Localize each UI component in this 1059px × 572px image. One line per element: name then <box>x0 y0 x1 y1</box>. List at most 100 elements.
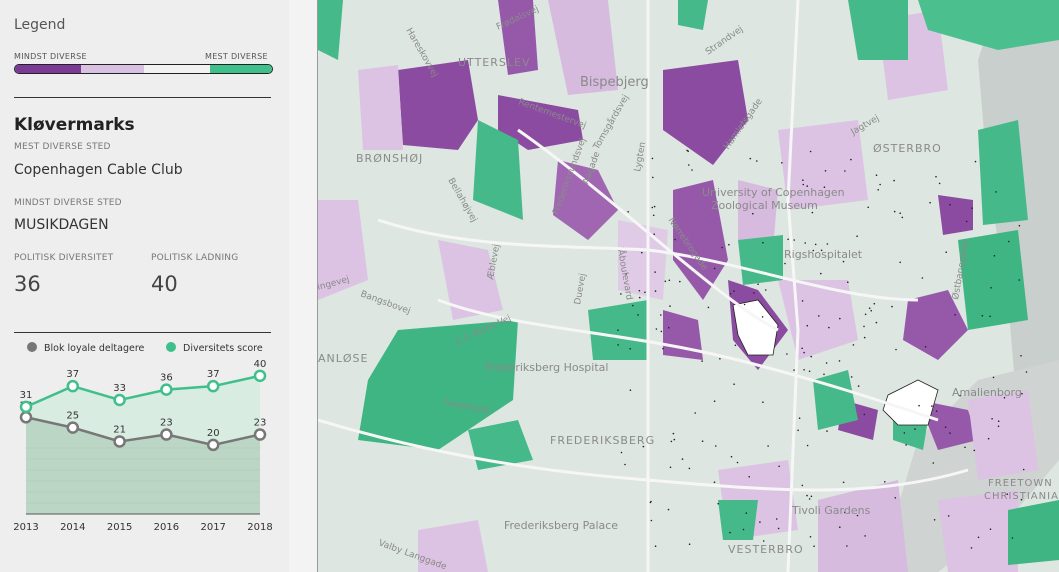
activity-dot <box>743 303 746 306</box>
zone-most-diverse[interactable] <box>848 0 908 60</box>
activity-dot <box>733 290 735 292</box>
zone-most-diverse[interactable] <box>358 320 518 450</box>
activity-dot <box>748 476 750 478</box>
zone-most-diverse[interactable] <box>1008 500 1059 565</box>
activity-dot <box>868 307 871 310</box>
activity-dot <box>964 446 966 449</box>
zone-low-diversity[interactable] <box>548 0 618 95</box>
zone-low-diversity[interactable] <box>778 120 868 210</box>
activity-dot <box>863 336 866 339</box>
most-diverse-value: Copenhagen Cable Club <box>14 162 183 178</box>
activity-dot <box>949 203 951 206</box>
activity-dot <box>653 205 656 208</box>
activity-dot <box>668 279 671 282</box>
activity-dot <box>654 271 656 273</box>
selected-zone[interactable] <box>732 299 779 356</box>
zone-low-diversity[interactable] <box>968 390 1038 480</box>
zone-most-diverse[interactable] <box>718 500 758 540</box>
x-tick-label: 2016 <box>154 522 179 533</box>
divider <box>14 332 271 333</box>
political-diversity-label: POLITISK DIVERSITET <box>14 253 114 263</box>
legend-marker-diversity <box>166 342 176 352</box>
zone-least-diverse[interactable] <box>903 290 968 360</box>
activity-dot <box>694 412 696 414</box>
diversity-map[interactable]: UTTERSLEV Bispebjerg BRØNSHØJ ØSTERBRO U… <box>318 0 1059 572</box>
legend-title: Legend <box>14 17 66 33</box>
activity-dot <box>850 158 852 161</box>
loyal-area <box>26 417 260 514</box>
activity-dot <box>701 440 704 443</box>
zone-most-diverse[interactable] <box>738 235 783 285</box>
zone-low-diversity[interactable] <box>358 65 403 150</box>
least-diverse-value: MUSIKDAGEN <box>14 217 109 233</box>
political-charge-value: 40 <box>151 272 178 296</box>
legend-label-loyal: Blok loyale deltagere <box>44 343 145 354</box>
activity-dot <box>664 280 667 283</box>
zone-most-diverse[interactable] <box>978 120 1028 225</box>
zone-low-diversity[interactable] <box>438 240 503 320</box>
zone-low-diversity[interactable] <box>818 480 908 572</box>
activity-dot <box>786 353 788 355</box>
activity-dot <box>797 429 799 432</box>
zone-low-diversity[interactable] <box>318 200 368 300</box>
activity-dot <box>719 358 721 360</box>
activity-dot <box>753 292 755 294</box>
activity-dot <box>933 519 936 521</box>
least-diverse-label: MINDST DIVERSE STED <box>14 198 122 208</box>
activity-dot <box>762 540 765 542</box>
selected-zone[interactable] <box>882 379 939 426</box>
zone-most-diverse[interactable] <box>318 0 343 60</box>
zone-low-diversity[interactable] <box>738 180 778 250</box>
zone-least-diverse[interactable] <box>498 0 538 75</box>
zone-least-diverse[interactable] <box>663 310 703 360</box>
activity-dot <box>995 191 997 193</box>
map-label: Tivoli Gardens <box>791 504 871 517</box>
activity-dot <box>924 346 927 348</box>
legend-scale-bar <box>14 64 273 74</box>
zone-least-diverse[interactable] <box>938 195 973 235</box>
zone-low-diversity[interactable] <box>418 520 488 572</box>
zone-least-diverse[interactable] <box>498 95 583 150</box>
activity-dot <box>762 401 764 404</box>
zone-least-diverse[interactable] <box>673 180 728 300</box>
activity-dot <box>970 547 973 549</box>
zone-most-diverse[interactable] <box>473 120 523 220</box>
activity-dot <box>838 360 841 362</box>
activity-dot <box>672 432 675 435</box>
activity-dot <box>728 243 730 246</box>
activity-dot <box>629 348 631 350</box>
zone-most-diverse[interactable] <box>468 420 533 470</box>
zone-most-diverse[interactable] <box>678 0 708 30</box>
activity-dot <box>875 174 878 176</box>
activity-dot <box>778 465 780 468</box>
map-label: FREETOWN <box>988 478 1053 489</box>
zone-most-diverse[interactable] <box>958 230 1028 330</box>
zone-low-diversity[interactable] <box>938 490 1018 572</box>
activity-dot <box>826 243 829 245</box>
activity-dot <box>688 164 690 166</box>
activity-dot <box>662 347 664 350</box>
diversity-point <box>113 393 126 407</box>
sidebar-panel: Legend MINDST DIVERSE MEST DIVERSE Kløve… <box>0 0 289 572</box>
activity-dot <box>669 305 671 307</box>
activity-dot <box>997 425 1000 428</box>
zone-least-diverse[interactable] <box>553 160 618 240</box>
activity-dot <box>804 242 806 244</box>
activity-dot <box>713 400 716 403</box>
activity-dot <box>688 467 691 470</box>
legend-swatch-mid <box>144 65 210 73</box>
zone-least-diverse[interactable] <box>663 60 748 165</box>
activity-dot <box>730 455 733 458</box>
x-tick-label: 2017 <box>200 522 225 533</box>
activity-dot <box>820 249 823 252</box>
activity-dot <box>653 233 655 235</box>
activity-dot <box>809 536 812 538</box>
diversity-value-label: 37 <box>207 369 220 380</box>
loyal-value-label: 21 <box>113 424 126 435</box>
x-tick-label: 2018 <box>247 522 272 533</box>
activity-dot <box>808 498 811 500</box>
zone-most-diverse[interactable] <box>918 0 1059 50</box>
activity-dot <box>820 272 822 275</box>
zone-least-diverse[interactable] <box>918 400 978 450</box>
zone-least-diverse[interactable] <box>398 60 478 150</box>
